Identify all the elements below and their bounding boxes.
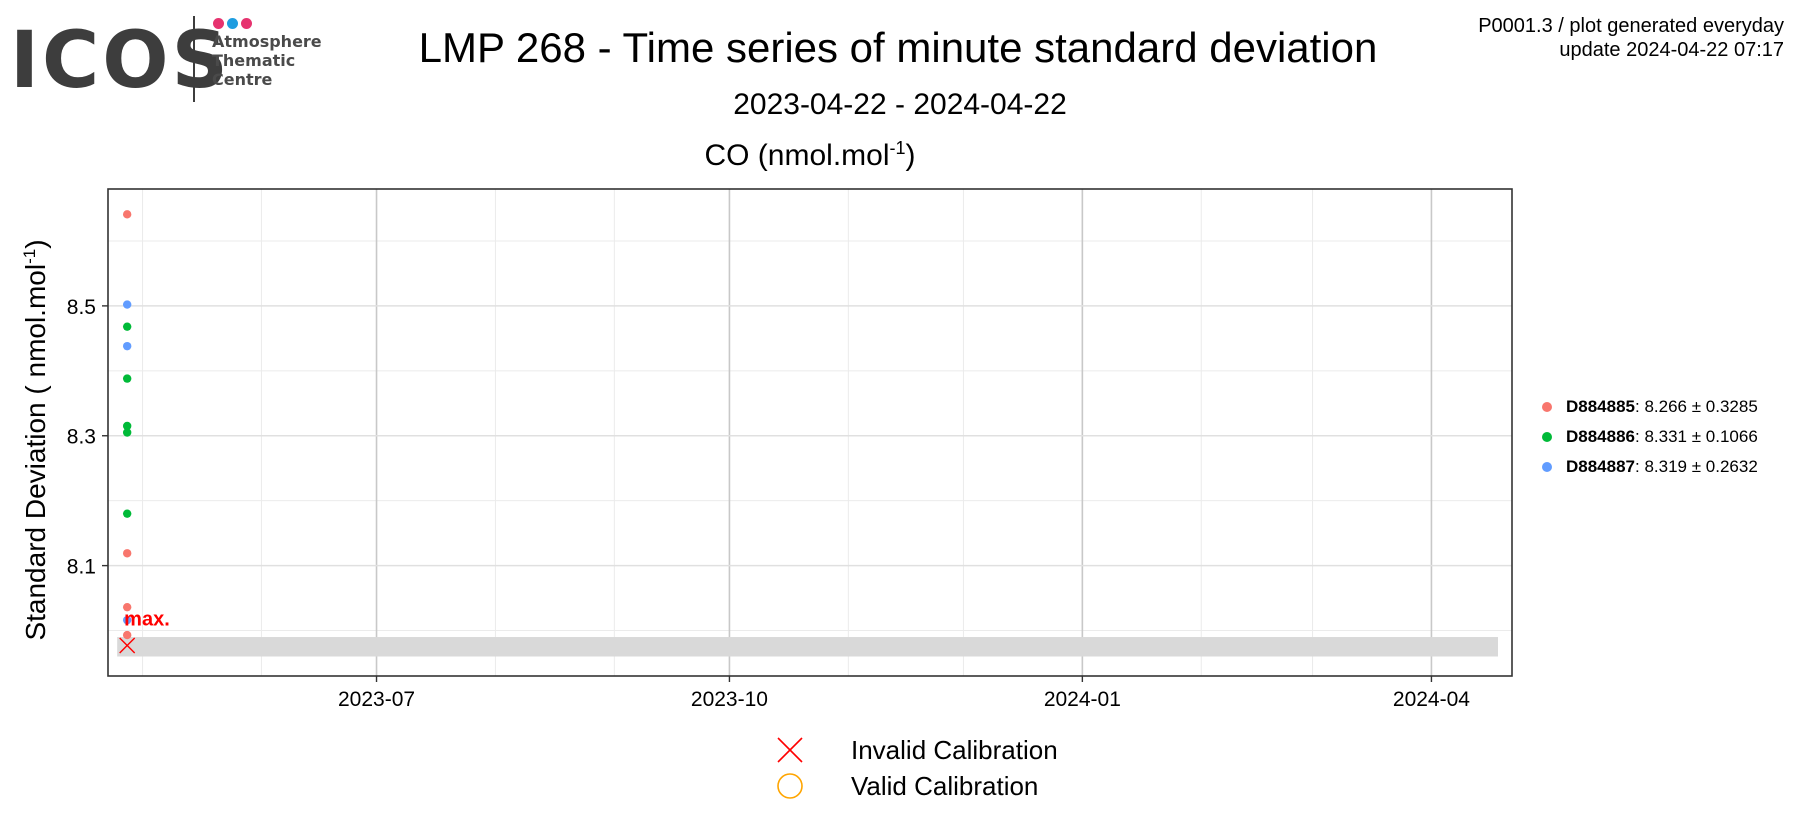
page-title: LMP 268 - Time series of minute standard… xyxy=(0,24,1800,72)
legend-sd: 0.1066 xyxy=(1705,427,1758,446)
panel-title-main: CO (nmol.mol xyxy=(704,139,890,172)
data-point xyxy=(122,374,132,383)
logo-dot xyxy=(241,18,252,29)
logo-wordmark: ICOS xyxy=(10,16,231,106)
series-legend: D884885: 8.266 ± 0.3285 D884886: 8.331 ±… xyxy=(1542,392,1758,482)
data-point xyxy=(122,300,132,309)
legend-label: Valid Calibration xyxy=(851,771,1039,801)
data-point xyxy=(122,341,132,351)
data-point xyxy=(122,421,132,431)
legend-series-name: D884887 xyxy=(1566,457,1636,476)
x-tick-label: 2024-01 xyxy=(1044,688,1121,711)
legend-sd: 0.2632 xyxy=(1705,457,1758,476)
legend-dot xyxy=(1542,432,1552,442)
logo-sub-line: Thematic xyxy=(212,51,296,70)
plot-id-text: P0001.3 / plot generated everyday xyxy=(1478,15,1784,37)
logo-dots xyxy=(213,16,255,29)
legend-item: D884885: 8.266 ± 0.3285 xyxy=(1542,392,1758,422)
data-point xyxy=(122,428,132,437)
logo-dot xyxy=(227,18,238,29)
date-range-subtitle: 2023-04-22 - 2024-04-22 xyxy=(733,88,1067,121)
y-tick-label: 8.3 xyxy=(67,426,96,449)
panel-title-end: ) xyxy=(905,139,916,172)
panel-title-sup: -1 xyxy=(889,138,906,158)
legend-item: D884886: 8.331 ± 0.1066 xyxy=(1542,422,1758,452)
logo-sub-line: Centre xyxy=(212,70,273,89)
legend-mean: 8.266 xyxy=(1644,397,1688,416)
circle-icon xyxy=(777,773,803,799)
legend-dot xyxy=(1542,402,1552,412)
logo-divider xyxy=(193,16,195,102)
data-point xyxy=(122,322,132,331)
plot-border xyxy=(107,188,1513,677)
data-point xyxy=(122,602,132,612)
plot-info: P0001.3 / plot generated everyday update… xyxy=(1478,14,1784,62)
legend-item-invalid: Invalid Calibration xyxy=(775,732,1058,768)
legend-sd: 0.3285 xyxy=(1705,397,1758,416)
page-title-text: LMP 268 - Time series of minute standard… xyxy=(418,24,1378,71)
legend-item: D884887: 8.319 ± 0.2632 xyxy=(1542,452,1758,482)
plot-panel xyxy=(108,189,1512,676)
legend-item-valid: Valid Calibration xyxy=(775,768,1058,804)
logo-subtitle: Atmosphere Thematic Centre xyxy=(212,32,322,89)
y-tick-label: 8.5 xyxy=(67,296,96,319)
invalid-marker-stroke xyxy=(119,637,136,654)
legend-series-name: D884885 xyxy=(1566,397,1636,416)
x-tick-label: 2024-04 xyxy=(1393,688,1470,711)
icos-logo: ICOS Atmosphere Thematic Centre xyxy=(10,12,330,107)
legend-dot xyxy=(1542,462,1552,472)
logo-sub-line: Atmosphere xyxy=(212,32,322,51)
legend-label: Invalid Calibration xyxy=(851,735,1058,765)
x-tick-label: 2023-07 xyxy=(338,688,415,711)
cross-icon xyxy=(777,737,803,763)
legend-mean: 8.331 xyxy=(1644,427,1688,446)
legend-mean: 8.319 xyxy=(1644,457,1688,476)
calibration-band xyxy=(117,637,1499,657)
panel-title: CO (nmol.mol-1) xyxy=(0,138,1620,173)
y-tick-label: 8.1 xyxy=(67,556,96,579)
data-point xyxy=(122,509,132,518)
calibration-legend: Invalid Calibration Valid Calibration xyxy=(775,732,1058,804)
data-point xyxy=(122,615,132,625)
data-point xyxy=(122,210,132,219)
x-tick-label: 2023-10 xyxy=(691,688,768,711)
annotation-label: max. xyxy=(124,608,170,630)
legend-series-name: D884886 xyxy=(1566,427,1636,446)
data-point xyxy=(122,549,132,558)
data-point xyxy=(122,630,132,640)
logo-dot xyxy=(213,18,224,29)
update-timestamp: update 2024-04-22 07:17 xyxy=(1559,39,1784,61)
